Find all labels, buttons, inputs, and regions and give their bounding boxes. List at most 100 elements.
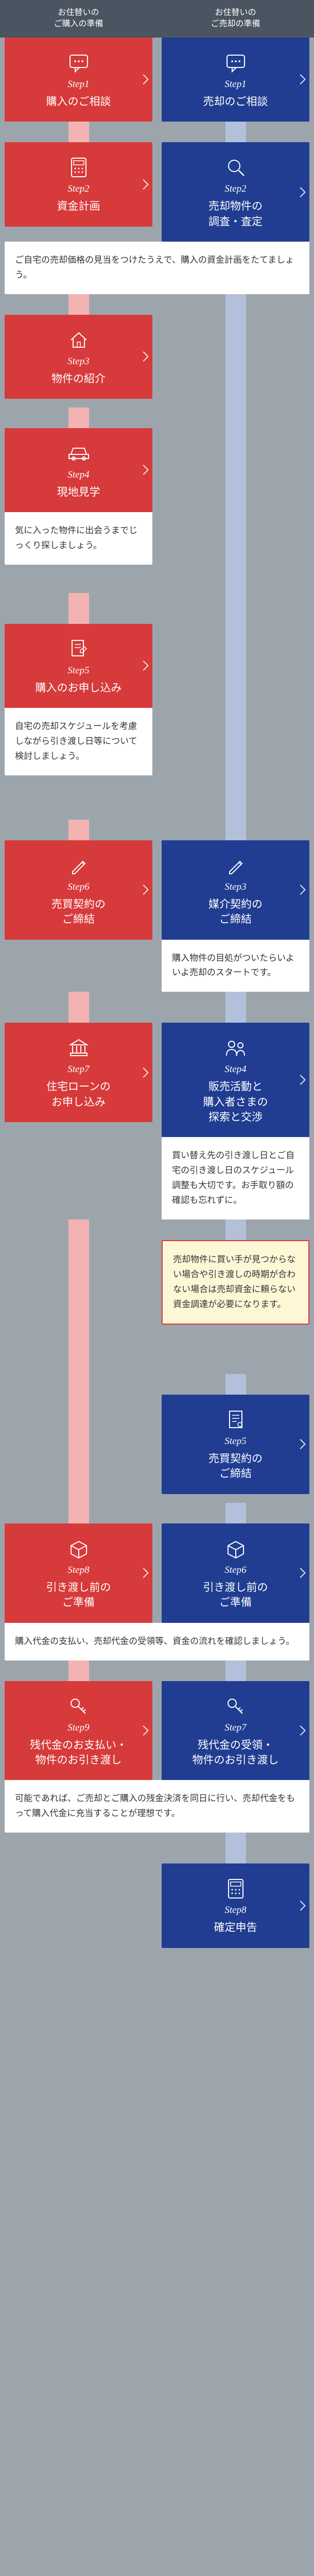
connector <box>225 408 246 428</box>
connector <box>225 315 246 408</box>
sale-step3[interactable]: Step3 媒介契約のご締結 <box>162 840 309 940</box>
pen-icon <box>171 855 300 876</box>
step-number: Step4 <box>171 1064 300 1075</box>
step-number: Step3 <box>171 882 300 893</box>
connector <box>225 1219 246 1240</box>
step-title: 売買契約のご締結 <box>14 897 143 927</box>
people-icon <box>171 1037 300 1059</box>
connector <box>225 428 246 593</box>
connector <box>68 820 89 840</box>
connector <box>68 1660 89 1681</box>
connector <box>225 1833 246 1863</box>
step-title: 残代金の受領・物件のお引き渡し <box>171 1738 300 1768</box>
purchase-step5[interactable]: Step5 購入のお申し込み <box>5 624 152 708</box>
connector <box>68 1219 89 1240</box>
note-box: 買い替え先の引き渡し日とご自宅の引き渡し日のスケジュール調整も大切です。お手取り… <box>162 1137 309 1219</box>
bank-icon <box>14 1037 143 1059</box>
flow-diagram: お住替いのご購入の準備 お住替いのご売却の準備 Step1 購入のご相談 Ste… <box>0 0 314 1948</box>
step-title: 販売活動と購入者さまの探索と交渉 <box>171 1079 300 1125</box>
chat-icon <box>171 52 300 74</box>
sale-step8[interactable]: Step8 確定申告 <box>162 1863 309 1947</box>
purchase-step8[interactable]: Step8 引き渡し前のご準備 <box>5 1523 152 1623</box>
step-number: Step8 <box>14 1565 143 1576</box>
connector <box>68 294 89 315</box>
step-title: 売却物件の調査・査定 <box>171 199 300 229</box>
key-icon <box>171 1696 300 1717</box>
step-title: 引き渡し前のご準備 <box>171 1580 300 1611</box>
car-icon <box>14 443 143 464</box>
connector <box>68 1395 89 1503</box>
step-number: Step8 <box>171 1905 300 1916</box>
box-icon <box>14 1538 143 1560</box>
connector <box>68 122 89 142</box>
step-title: 資金計画 <box>14 199 143 214</box>
purchase-step1[interactable]: Step1 購入のご相談 <box>5 38 152 122</box>
step-number: Step1 <box>14 79 143 90</box>
connector <box>225 1503 246 1523</box>
connector <box>225 624 246 820</box>
step-number: Step1 <box>171 79 300 90</box>
step-title: 購入のお申し込み <box>14 681 143 696</box>
step-title: 現地見学 <box>14 485 143 500</box>
connector <box>225 820 246 840</box>
connector <box>225 593 246 624</box>
step-number: Step5 <box>14 665 143 676</box>
sale-step2[interactable]: Step2 売却物件の調査・査定 <box>162 142 309 242</box>
note-box: 購入物件の目処がついたらいよいよ売却のスタートです。 <box>162 940 309 992</box>
step-title: 売買契約のご締結 <box>171 1451 300 1482</box>
note-box: 気に入った物件に出会うまでじっくり探しましょう。 <box>5 512 152 565</box>
purchase-step9[interactable]: Step9 残代金のお支払い・物件のお引き渡し <box>5 1681 152 1781</box>
purchase-step7[interactable]: Step7 住宅ローンのお申し込み <box>5 1023 152 1122</box>
step-number: Step3 <box>14 356 143 367</box>
sale-step6[interactable]: Step6 引き渡し前のご準備 <box>162 1523 309 1623</box>
step-number: Step2 <box>14 183 143 195</box>
purchase-step3[interactable]: Step3 物件の紹介 <box>5 315 152 399</box>
purchase-step2[interactable]: Step2 資金計画 <box>5 142 152 226</box>
house-icon <box>14 329 143 351</box>
step-title: 住宅ローンのお申し込み <box>14 1079 143 1110</box>
connector <box>68 1503 89 1523</box>
step-number: Step5 <box>171 1436 300 1447</box>
connector <box>225 1660 246 1681</box>
step-number: Step4 <box>14 469 143 481</box>
document-icon <box>171 1409 300 1431</box>
step-number: Step2 <box>171 183 300 195</box>
step-number: Step6 <box>14 882 143 893</box>
connector <box>225 294 246 315</box>
step-title: 購入のご相談 <box>14 94 143 109</box>
connector <box>68 408 89 428</box>
step-title: 物件の紹介 <box>14 371 143 386</box>
connector <box>68 992 89 1023</box>
step-number: Step7 <box>14 1064 143 1075</box>
connector <box>68 593 89 624</box>
document-icon <box>14 638 143 660</box>
purchase-step6[interactable]: Step6 売買契約のご締結 <box>5 840 152 940</box>
header-row: お住替いのご購入の準備 お住替いのご売却の準備 <box>0 0 314 38</box>
header-left: お住替いのご購入の準備 <box>0 0 157 38</box>
chat-icon <box>14 52 143 74</box>
box-icon <box>171 1538 300 1560</box>
step-title: 確定申告 <box>171 1920 300 1935</box>
note-box: 可能であれば、ご売却とご購入の残金決済を同日に行い、売却代金をもって購入代金に充… <box>5 1780 309 1833</box>
note-box: 購入代金の支払い、売却代金の受領等、資金の流れを確認しましょう。 <box>5 1623 309 1660</box>
key-icon <box>14 1696 143 1717</box>
pen-icon <box>14 855 143 876</box>
search-icon <box>171 157 300 178</box>
step-title: 媒介契約のご締結 <box>171 897 300 927</box>
connector <box>225 1374 246 1395</box>
sale-step1[interactable]: Step1 売却のご相談 <box>162 38 309 122</box>
connector <box>68 1374 89 1395</box>
note-box: ご自宅の売却価格の見当をつけたうえで、購入の資金計画をたてましょう。 <box>5 242 309 294</box>
sale-step5[interactable]: Step5 売買契約のご締結 <box>162 1395 309 1494</box>
header-right: お住替いのご売却の準備 <box>157 0 314 38</box>
calculator-icon <box>171 1878 300 1900</box>
connector <box>225 122 246 142</box>
purchase-step4[interactable]: Step4 現地見学 <box>5 428 152 512</box>
sale-step4[interactable]: Step4 販売活動と購入者さまの探索と交渉 <box>162 1023 309 1137</box>
calculator-icon <box>14 157 143 178</box>
step-title: 引き渡し前のご準備 <box>14 1580 143 1611</box>
warning-note: 売却物件に買い手が見つからない場合や引き渡しの時期が合わない場合は売却資金に頼ら… <box>162 1240 309 1325</box>
sale-step7[interactable]: Step7 残代金の受領・物件のお引き渡し <box>162 1681 309 1781</box>
step-title: 残代金のお支払い・物件のお引き渡し <box>14 1738 143 1768</box>
step-title: 売却のご相談 <box>171 94 300 109</box>
